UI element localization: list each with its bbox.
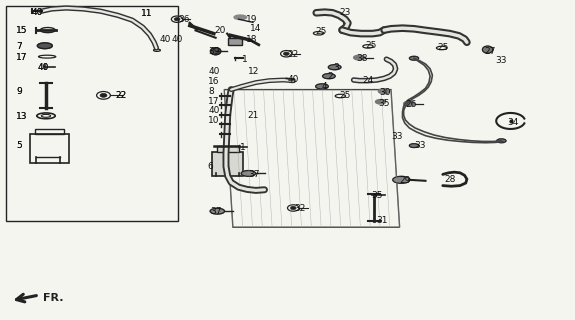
- Text: 25: 25: [315, 28, 327, 36]
- Text: 1: 1: [240, 143, 246, 152]
- Text: 19: 19: [246, 15, 258, 24]
- Text: 15: 15: [16, 26, 28, 35]
- Text: 12: 12: [248, 67, 260, 76]
- Text: 9: 9: [16, 87, 22, 96]
- Text: 7: 7: [16, 42, 22, 51]
- Text: 17: 17: [16, 53, 28, 62]
- Text: 21: 21: [247, 111, 259, 120]
- Bar: [217, 146, 239, 152]
- Text: 4: 4: [322, 82, 328, 91]
- Text: 33: 33: [496, 56, 507, 65]
- Text: 40: 40: [37, 63, 49, 72]
- Text: 24: 24: [362, 76, 374, 85]
- Text: 32: 32: [294, 204, 306, 213]
- Text: 35: 35: [378, 99, 390, 108]
- Circle shape: [174, 18, 180, 21]
- Text: 1: 1: [242, 55, 247, 64]
- Text: 39: 39: [208, 47, 220, 56]
- Text: 40: 40: [208, 106, 220, 115]
- Text: 3: 3: [334, 63, 339, 72]
- Ellipse shape: [328, 65, 341, 70]
- Text: 20: 20: [214, 26, 225, 35]
- Circle shape: [100, 93, 107, 97]
- Text: 25: 25: [365, 41, 377, 50]
- Ellipse shape: [375, 100, 386, 104]
- Ellipse shape: [393, 176, 410, 183]
- Text: 40: 40: [32, 8, 43, 17]
- Text: 40: 40: [32, 8, 43, 17]
- Text: 38: 38: [356, 54, 368, 63]
- Text: 40: 40: [208, 67, 220, 76]
- Text: 8: 8: [208, 87, 214, 96]
- Text: 40: 40: [288, 75, 299, 84]
- Ellipse shape: [210, 208, 225, 214]
- Text: 10: 10: [208, 116, 220, 125]
- Text: 26: 26: [405, 100, 417, 109]
- Text: 22: 22: [115, 92, 126, 100]
- Text: 22: 22: [288, 50, 299, 59]
- Ellipse shape: [354, 55, 365, 60]
- Bar: [30, 134, 69, 163]
- Text: 33: 33: [414, 141, 426, 150]
- Text: 33: 33: [391, 132, 402, 141]
- Text: 17: 17: [208, 97, 220, 106]
- Bar: [212, 152, 243, 176]
- Text: 37: 37: [210, 207, 221, 216]
- Circle shape: [290, 206, 296, 210]
- Text: 40: 40: [171, 35, 183, 44]
- Text: 29: 29: [400, 176, 411, 185]
- Text: 11: 11: [141, 9, 152, 18]
- Bar: [6, 6, 178, 221]
- Bar: [228, 38, 242, 45]
- Text: 13: 13: [16, 112, 28, 121]
- Bar: [34, 129, 64, 134]
- Text: 23: 23: [339, 8, 351, 17]
- Text: 30: 30: [380, 88, 391, 97]
- Ellipse shape: [37, 43, 52, 49]
- Text: 18: 18: [246, 35, 258, 44]
- Text: 34: 34: [507, 118, 519, 127]
- Ellipse shape: [242, 171, 255, 176]
- Text: 40: 40: [160, 36, 171, 44]
- Ellipse shape: [323, 74, 335, 79]
- Ellipse shape: [404, 101, 415, 106]
- Text: 14: 14: [250, 24, 262, 33]
- Ellipse shape: [497, 139, 506, 143]
- Text: 5: 5: [16, 141, 22, 150]
- Text: 36: 36: [178, 15, 190, 24]
- Text: 9: 9: [16, 87, 22, 96]
- Text: 25: 25: [339, 92, 351, 100]
- Ellipse shape: [316, 84, 328, 89]
- Text: 25: 25: [437, 43, 448, 52]
- Text: 6: 6: [207, 162, 213, 171]
- Text: FR.: FR.: [43, 293, 64, 303]
- Ellipse shape: [409, 56, 419, 60]
- Text: 27: 27: [484, 47, 496, 56]
- Text: 15: 15: [16, 26, 28, 35]
- Text: 16: 16: [208, 77, 220, 86]
- Text: 2: 2: [328, 72, 334, 81]
- Text: 5: 5: [16, 141, 22, 150]
- Text: 28: 28: [444, 175, 455, 184]
- Text: 17: 17: [16, 53, 28, 62]
- Circle shape: [283, 52, 289, 55]
- Text: 35: 35: [371, 191, 382, 200]
- Text: 37: 37: [248, 170, 260, 179]
- Text: 31: 31: [377, 216, 388, 225]
- Ellipse shape: [378, 89, 390, 94]
- Ellipse shape: [482, 46, 493, 53]
- Text: 13: 13: [16, 112, 28, 121]
- Text: 22: 22: [115, 92, 126, 100]
- Ellipse shape: [234, 15, 247, 20]
- Ellipse shape: [210, 48, 221, 55]
- Text: 11: 11: [141, 9, 152, 18]
- Text: 40: 40: [37, 63, 49, 72]
- Ellipse shape: [409, 144, 419, 148]
- Text: 7: 7: [16, 42, 22, 51]
